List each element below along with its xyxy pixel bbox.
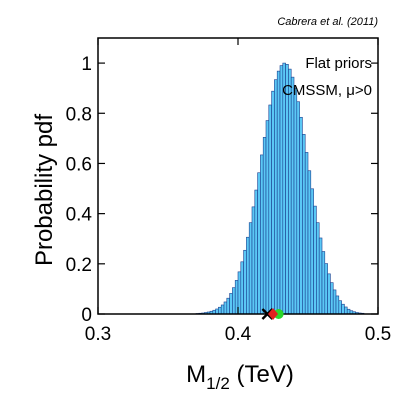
y-tick-label: 1	[81, 54, 92, 75]
x-axis-title: M1/2 (TeV)	[186, 361, 294, 393]
histogram-bar	[268, 104, 272, 315]
x-tick-label: 0.5	[365, 324, 391, 345]
histogram-bar	[344, 306, 348, 315]
histogram-bar	[260, 154, 264, 315]
histogram-bar	[248, 222, 253, 315]
median-marker	[273, 309, 284, 319]
histogram-bar	[240, 261, 244, 315]
y-axis-title: Probability pdf	[31, 114, 58, 266]
histogram-bar	[218, 306, 222, 315]
histogram-bar	[232, 287, 236, 315]
histogram-bar	[274, 79, 278, 315]
histogram-bar	[220, 304, 225, 315]
histogram-bar	[290, 76, 295, 315]
histogram-bar	[330, 282, 334, 315]
y-tick-label: 0.8	[66, 104, 92, 125]
histogram-bar	[279, 65, 284, 315]
histogram-bar	[338, 300, 342, 315]
histogram-bar	[254, 189, 258, 315]
histogram-bar	[288, 68, 292, 315]
x-ticks: 0.3 0.4 0.5	[85, 38, 391, 345]
histogram-bar	[285, 64, 289, 315]
y-ticks: 0 0.2 0.4 0.6 0.8 1	[66, 54, 378, 326]
histogram-bar	[229, 293, 233, 315]
x-axis-title-main: M	[186, 361, 206, 388]
histogram-bar	[215, 308, 219, 315]
histogram-bar	[282, 62, 286, 315]
histogram-bar	[341, 303, 345, 315]
annotation-model: CMSSM, μ>0	[282, 82, 372, 99]
histogram-bar	[310, 188, 314, 315]
point-markers	[261, 308, 284, 320]
x-axis-title-subscript: 1/2	[206, 374, 230, 393]
histogram-bar	[304, 152, 309, 315]
x-axis-title-unit: (TeV)	[230, 361, 294, 388]
y-tick-label: 0.2	[66, 255, 92, 276]
histogram-bar	[324, 263, 328, 315]
histogram-bar	[293, 87, 298, 315]
histogram-bar	[265, 120, 270, 315]
histogram-bar	[321, 251, 326, 315]
histogram-bar	[299, 116, 303, 315]
histogram-bar	[276, 70, 281, 315]
histogram-bar	[302, 134, 306, 315]
x-tick-label: 0.3	[85, 324, 111, 345]
histogram-bar	[316, 222, 320, 315]
histogram-bar	[313, 205, 317, 315]
y-tick-label: 0.4	[66, 205, 93, 226]
histogram-bar	[226, 297, 230, 315]
histogram-bar	[271, 90, 275, 315]
histogram-bars	[195, 62, 365, 315]
histogram-bar	[318, 237, 323, 315]
y-tick-label: 0	[81, 305, 92, 326]
histogram-bar	[243, 249, 247, 315]
histogram-bar	[296, 101, 300, 315]
histogram-bar	[223, 301, 228, 315]
histogram-bar	[327, 273, 331, 315]
histogram-bar	[335, 295, 340, 315]
mean-marker	[268, 308, 278, 320]
histogram-bar	[307, 170, 312, 315]
histogram-bar	[332, 289, 337, 315]
best-fit-marker	[261, 308, 274, 320]
histogram-bar	[257, 172, 261, 315]
histogram-bar	[246, 236, 250, 315]
citation: Cabrera et al. (2011)	[277, 16, 378, 28]
histogram-bar	[251, 206, 256, 315]
histogram-bar	[262, 137, 267, 315]
x-tick-label: 0.4	[225, 324, 252, 345]
y-tick-label: 0.6	[66, 154, 92, 175]
annotation-prior: Flat priors	[305, 55, 372, 72]
